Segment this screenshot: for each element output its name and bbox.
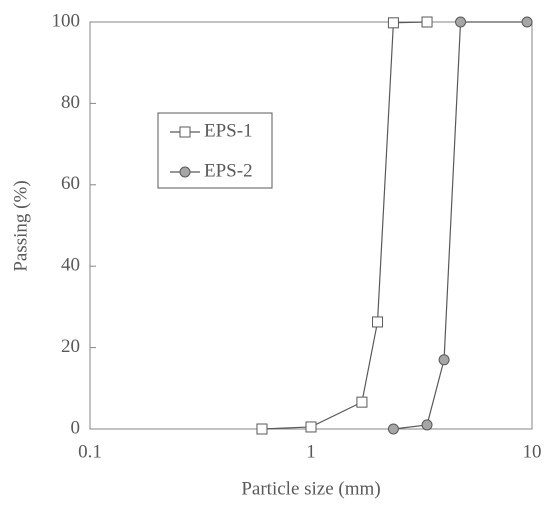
- y-axis-label: Passing (%): [10, 180, 31, 271]
- data-point: [421, 419, 433, 431]
- data-point: [421, 16, 433, 28]
- data-point: [256, 423, 268, 435]
- plot-frame: [89, 21, 533, 430]
- legend-marker: [179, 166, 191, 178]
- y-tick-label: 40: [61, 255, 80, 276]
- y-tick-label: 100: [52, 10, 81, 31]
- data-point: [438, 354, 450, 366]
- legend-label: EPS-2: [204, 160, 253, 181]
- x-tick-label: 10: [523, 441, 542, 462]
- y-tick-label: 80: [61, 92, 80, 113]
- data-point: [521, 16, 533, 28]
- x-tick-label: 0.1: [78, 441, 102, 462]
- data-point: [305, 421, 317, 433]
- data-point: [372, 316, 384, 328]
- x-axis-label: Particle size (mm): [241, 478, 380, 499]
- series-line: [393, 21, 528, 430]
- data-point: [387, 17, 399, 29]
- series-line: [261, 21, 428, 430]
- legend-label: EPS-1: [204, 120, 253, 141]
- y-tick-label: 60: [61, 173, 80, 194]
- data-point: [356, 396, 368, 408]
- y-tick-label: 20: [61, 336, 80, 357]
- legend-marker: [179, 126, 191, 138]
- y-tick-label: 0: [71, 417, 81, 438]
- x-tick-label: 1: [306, 441, 316, 462]
- data-point: [455, 16, 467, 28]
- data-point: [387, 423, 399, 435]
- legend-box: [157, 112, 273, 189]
